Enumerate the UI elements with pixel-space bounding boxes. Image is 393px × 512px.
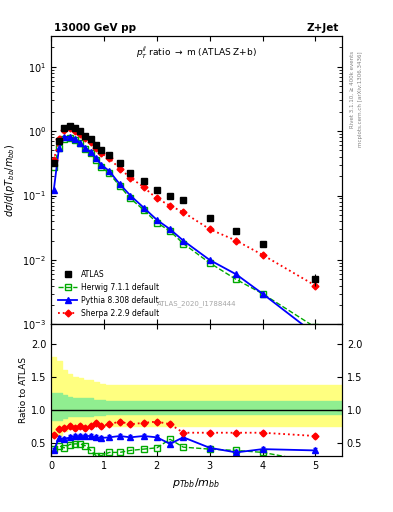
- Sherpa 2.2.9 default: [154, 196, 159, 202]
- Herwig 7.1.1 default: [78, 140, 83, 146]
- Pythia 8.308 default: [181, 238, 185, 244]
- Sherpa 2.2.9 default: [57, 136, 61, 142]
- Pythia 8.308 default: [67, 134, 72, 140]
- Text: Z+Jet: Z+Jet: [307, 23, 339, 33]
- Sherpa 2.2.9 default: [260, 252, 265, 258]
- Herwig 7.1.1 default: [88, 151, 93, 157]
- Legend: ATLAS, Herwig 7.1.1 default, Pythia 8.308 default, Sherpa 2.2.9 default: ATLAS, Herwig 7.1.1 default, Pythia 8.30…: [55, 267, 162, 321]
- Pythia 8.308 default: [313, 331, 318, 337]
- Sherpa 2.2.9 default: [62, 126, 67, 133]
- Sherpa 2.2.9 default: [118, 166, 122, 172]
- Pythia 8.308 default: [154, 217, 159, 223]
- Herwig 7.1.1 default: [260, 291, 265, 297]
- X-axis label: $p_{Tbb}/m_{bb}$: $p_{Tbb}/m_{bb}$: [173, 476, 220, 490]
- Pythia 8.308 default: [234, 271, 239, 278]
- Line: Herwig 7.1.1 default: Herwig 7.1.1 default: [54, 138, 316, 328]
- Sherpa 2.2.9 default: [181, 209, 185, 216]
- Pythia 8.308 default: [94, 155, 98, 161]
- Pythia 8.308 default: [51, 187, 56, 194]
- Sherpa 2.2.9 default: [67, 125, 72, 132]
- Pythia 8.308 default: [260, 291, 265, 297]
- Herwig 7.1.1 default: [73, 137, 77, 143]
- Pythia 8.308 default: [88, 149, 93, 155]
- Herwig 7.1.1 default: [128, 196, 133, 202]
- Herwig 7.1.1 default: [67, 135, 72, 141]
- Pythia 8.308 default: [168, 226, 173, 232]
- Sherpa 2.2.9 default: [73, 128, 77, 134]
- Herwig 7.1.1 default: [57, 145, 61, 151]
- Sherpa 2.2.9 default: [99, 151, 104, 157]
- Sherpa 2.2.9 default: [234, 238, 239, 244]
- Text: mcplots.cern.ch [arXiv:1306.3436]: mcplots.cern.ch [arXiv:1306.3436]: [358, 51, 363, 147]
- Text: 13000 GeV pp: 13000 GeV pp: [54, 23, 136, 33]
- Herwig 7.1.1 default: [313, 325, 318, 331]
- Herwig 7.1.1 default: [181, 241, 185, 247]
- Pythia 8.308 default: [141, 204, 146, 210]
- Pythia 8.308 default: [99, 162, 104, 168]
- Line: Sherpa 2.2.9 default: Sherpa 2.2.9 default: [54, 129, 316, 286]
- Pythia 8.308 default: [83, 145, 88, 151]
- Herwig 7.1.1 default: [118, 183, 122, 189]
- Pythia 8.308 default: [118, 181, 122, 187]
- Herwig 7.1.1 default: [154, 220, 159, 226]
- Sherpa 2.2.9 default: [94, 145, 98, 151]
- Herwig 7.1.1 default: [107, 170, 112, 177]
- Herwig 7.1.1 default: [234, 276, 239, 283]
- Herwig 7.1.1 default: [99, 164, 104, 170]
- Sherpa 2.2.9 default: [168, 202, 173, 208]
- Herwig 7.1.1 default: [94, 157, 98, 163]
- Sherpa 2.2.9 default: [107, 155, 112, 161]
- Herwig 7.1.1 default: [208, 260, 212, 266]
- Line: Pythia 8.308 default: Pythia 8.308 default: [54, 137, 316, 334]
- Sherpa 2.2.9 default: [51, 157, 56, 163]
- Y-axis label: Ratio to ATLAS: Ratio to ATLAS: [19, 357, 28, 423]
- Text: $p_T^{jj}$ ratio $\rightarrow$ m (ATLAS Z+b): $p_T^{jj}$ ratio $\rightarrow$ m (ATLAS …: [136, 45, 257, 61]
- Herwig 7.1.1 default: [83, 146, 88, 153]
- Pythia 8.308 default: [62, 134, 67, 140]
- Text: Rivet 3.1.10, ≥ 400k events: Rivet 3.1.10, ≥ 400k events: [350, 51, 355, 129]
- Herwig 7.1.1 default: [51, 164, 56, 170]
- Pythia 8.308 default: [73, 136, 77, 142]
- Sherpa 2.2.9 default: [83, 135, 88, 141]
- Sherpa 2.2.9 default: [141, 184, 146, 190]
- Herwig 7.1.1 default: [141, 207, 146, 213]
- Sherpa 2.2.9 default: [313, 283, 318, 289]
- Pythia 8.308 default: [78, 140, 83, 146]
- Sherpa 2.2.9 default: [78, 131, 83, 137]
- Sherpa 2.2.9 default: [128, 175, 133, 181]
- Sherpa 2.2.9 default: [208, 226, 212, 232]
- Pythia 8.308 default: [128, 193, 133, 199]
- Herwig 7.1.1 default: [168, 228, 173, 234]
- Pythia 8.308 default: [107, 168, 112, 174]
- Herwig 7.1.1 default: [62, 136, 67, 142]
- Text: ATLAS_2020_I1788444: ATLAS_2020_I1788444: [157, 301, 236, 307]
- Pythia 8.308 default: [57, 145, 61, 151]
- Y-axis label: $d\sigma/d(pT_{bb}/m_{bb})$: $d\sigma/d(pT_{bb}/m_{bb})$: [3, 143, 17, 217]
- Pythia 8.308 default: [208, 257, 212, 263]
- Sherpa 2.2.9 default: [88, 139, 93, 145]
